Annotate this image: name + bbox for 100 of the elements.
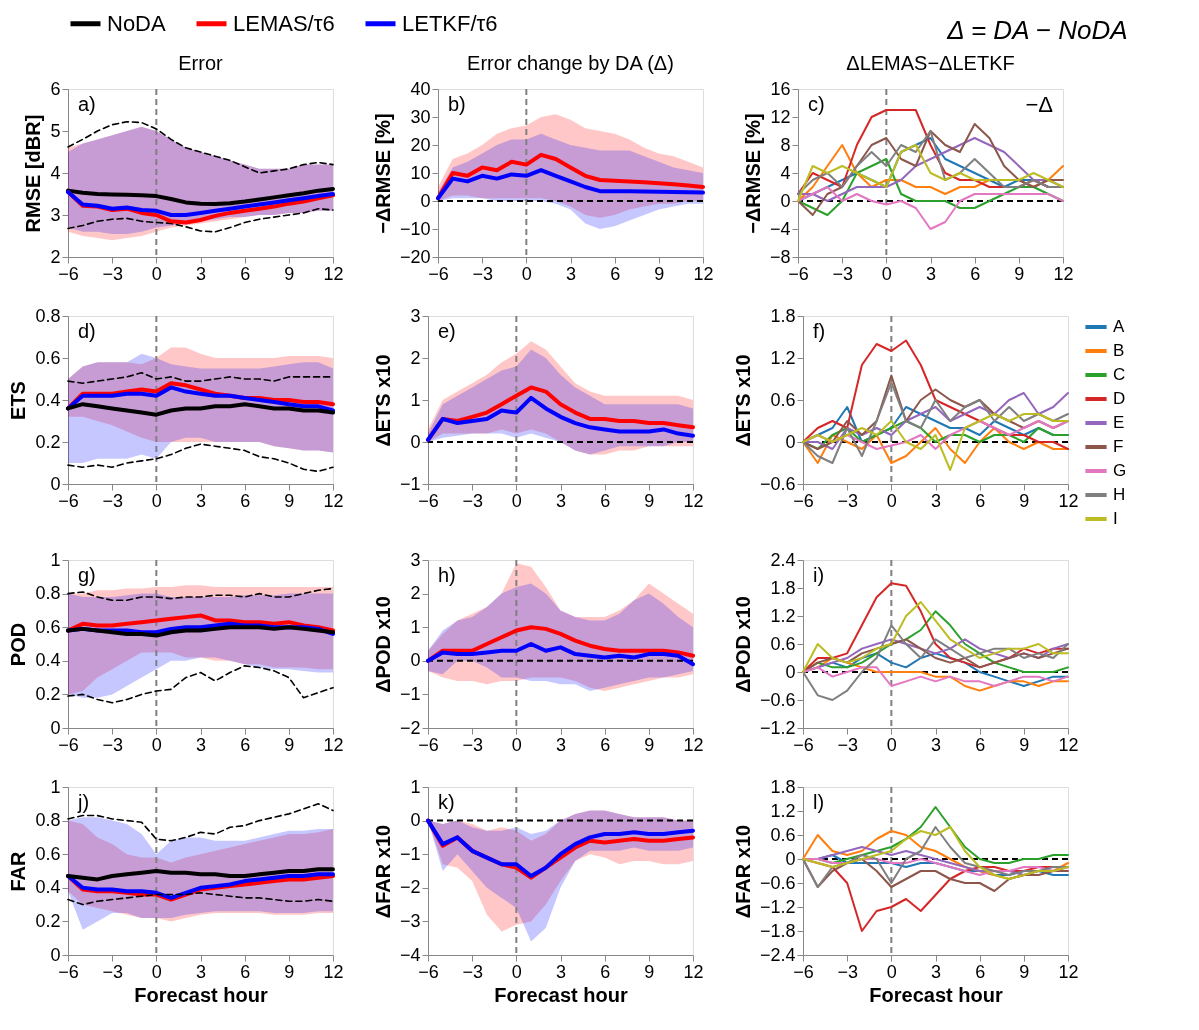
x-tick-label: −3: [102, 263, 123, 284]
x-tick-label: 12: [1053, 263, 1074, 284]
x-tick-label: 6: [600, 961, 611, 982]
chart-title: ΔLEMAS−ΔLETKF: [846, 52, 1015, 74]
line-series: [66, 613, 335, 633]
y-axis-title: FAR: [7, 850, 30, 892]
y-tick-label: 6: [50, 78, 61, 99]
y-tick-label: 0.6: [35, 347, 61, 368]
y-tick-label: −10: [399, 218, 431, 239]
line-series: [802, 638, 1069, 673]
y-tick-label: 1.2: [770, 605, 796, 626]
x-tick-label: 9: [1019, 734, 1030, 755]
y-tick-label: 1: [50, 549, 61, 570]
y-tick-label: −1.2: [759, 717, 796, 738]
y-axis-title: −ΔRMSE [%]: [371, 113, 394, 234]
x-tick-label: 0: [511, 490, 522, 511]
y-tick-label: −1: [399, 473, 421, 494]
x-tick-label: 12: [323, 961, 344, 982]
x-tick-label: −6: [793, 490, 814, 511]
y-tick-label: 3: [410, 549, 421, 570]
y-axis-title: ΔPOD x10: [731, 596, 754, 693]
line-series: [67, 443, 334, 473]
x-tick-label: 6: [240, 263, 251, 284]
x-tick-label: 6: [975, 490, 986, 511]
annotation: k): [438, 791, 455, 813]
y-tick-label: 0.4: [35, 650, 61, 671]
x-tick-label: 0: [886, 961, 897, 982]
y-tick-label: 0.8: [35, 583, 61, 604]
chart-title: Error change by DA (Δ): [467, 52, 674, 74]
x-tick-label: 3: [195, 490, 207, 511]
x-tick-label: 3: [195, 263, 207, 284]
legend-label: A: [1113, 317, 1125, 336]
x-tick-label: 0: [881, 263, 892, 284]
x-tick-label: 12: [683, 961, 704, 982]
x-tick-label: 0: [151, 734, 162, 755]
y-tick-label: 2.4: [770, 549, 796, 570]
x-tick-label: 6: [600, 734, 611, 755]
line-series: [67, 207, 334, 233]
x-tick-label: 9: [1019, 490, 1030, 511]
line-series: [802, 413, 1069, 471]
legend-label: I: [1113, 509, 1118, 528]
x-tick-label: 6: [240, 490, 251, 511]
y-tick-label: −8: [769, 246, 791, 267]
x-tick-label: 12: [683, 490, 704, 511]
x-tick-label: 12: [693, 263, 714, 284]
x-tick-label: 9: [644, 490, 655, 511]
line-series: [66, 625, 335, 638]
x-tick-label: −6: [58, 961, 79, 982]
y-tick-label: 0.2: [35, 431, 61, 452]
x-tick-label: 6: [600, 490, 611, 511]
y-tick-label: 0: [785, 848, 796, 869]
line-series: [66, 867, 335, 882]
x-tick-label: 0: [511, 734, 522, 755]
x-tick-label: 0: [886, 490, 897, 511]
y-tick-label: 0: [50, 717, 61, 738]
y-tick-label: −4: [399, 944, 421, 965]
y-tick-label: 30: [410, 106, 431, 127]
y-tick-label: 0: [410, 810, 421, 831]
y-tick-label: 0: [785, 431, 796, 452]
y-tick-label: 1: [410, 389, 421, 410]
x-tick-label: 9: [284, 734, 295, 755]
line-series: [797, 186, 1064, 230]
x-tick-label: 6: [240, 961, 251, 982]
x-tick-label: 3: [565, 263, 577, 284]
y-tick-label: −0.6: [759, 689, 796, 710]
x-tick-label: −3: [462, 734, 483, 755]
y-tick-label: 0.2: [35, 683, 61, 704]
y-tick-label: −4: [769, 218, 791, 239]
x-tick-label: 9: [284, 490, 295, 511]
line-series: [67, 587, 334, 602]
y-axis-title: −ΔRMSE [%]: [741, 113, 764, 234]
y-axis-title: ΔPOD x10: [371, 596, 394, 693]
y-tick-label: −2: [399, 877, 421, 898]
y-tick-label: −1: [399, 843, 421, 864]
x-tick-label: 6: [610, 263, 621, 284]
x-tick-label: −6: [58, 263, 79, 284]
annotation: h): [438, 564, 456, 586]
line-series: [66, 402, 335, 417]
y-axis-title: POD: [7, 622, 30, 667]
y-tick-label: 1.8: [770, 776, 796, 797]
line-series: [436, 152, 705, 201]
y-axis-title: ΔFAR x10: [371, 824, 394, 919]
y-tick-label: 40: [410, 78, 431, 99]
y-tick-label: −2.4: [759, 944, 796, 965]
x-tick-label: 6: [975, 961, 986, 982]
x-tick-label: 0: [151, 263, 162, 284]
annotation: i): [813, 564, 825, 586]
line-series: [67, 120, 334, 174]
legend-label: B: [1113, 341, 1125, 360]
annotation: a): [78, 93, 96, 115]
line-series: [797, 123, 1064, 216]
x-tick-label: −3: [837, 490, 858, 511]
line-series: [436, 168, 705, 201]
y-tick-label: 0.2: [35, 910, 61, 931]
legend-label: LETKF/τ6: [402, 10, 498, 36]
annotation: l): [813, 791, 825, 813]
text: Δ = DA − NoDA: [946, 15, 1128, 45]
y-tick-label: 0.8: [35, 305, 61, 326]
x-tick-label: 12: [323, 263, 344, 284]
x-tick-label: 3: [555, 490, 567, 511]
